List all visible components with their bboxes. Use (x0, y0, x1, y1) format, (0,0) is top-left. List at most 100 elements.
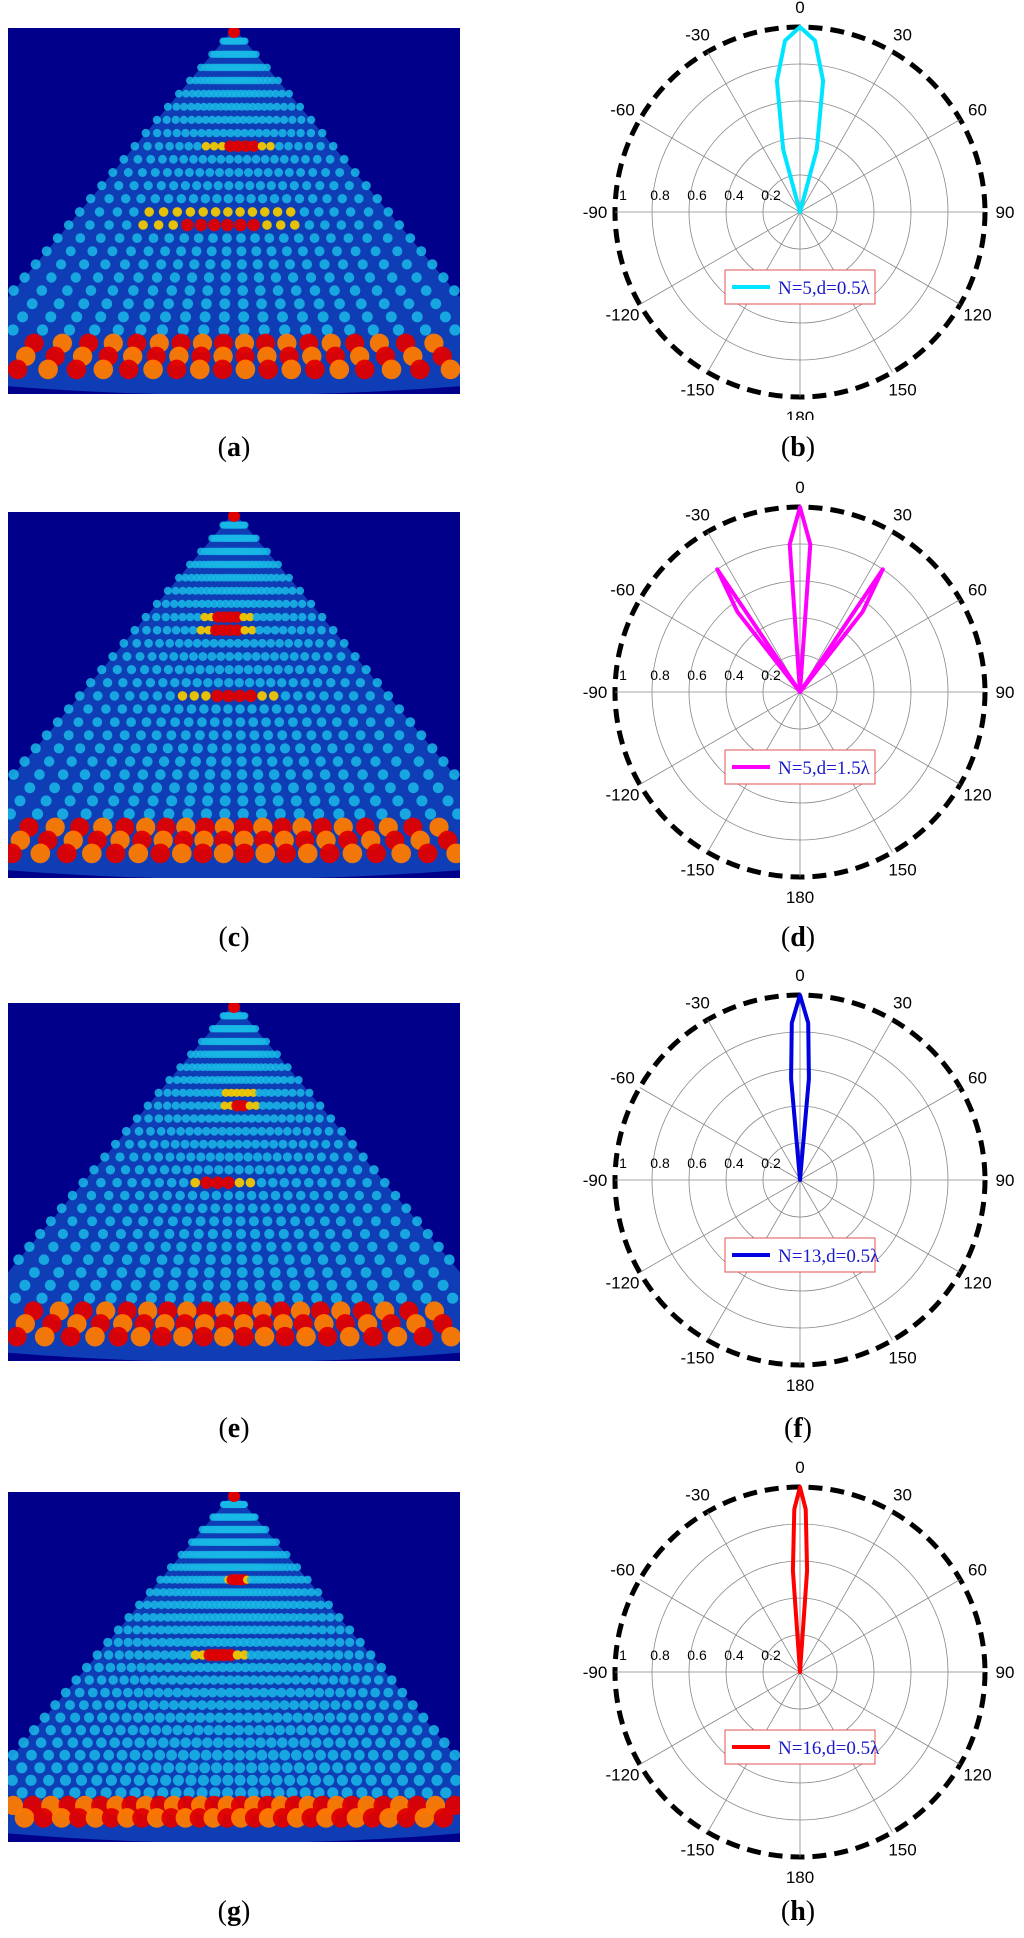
heatmap-spot (253, 168, 263, 177)
heatmap-spot (107, 246, 118, 257)
heatmap-spot (235, 1228, 247, 1240)
heatmap-spot (291, 1575, 300, 1584)
heatmap-spot (62, 285, 73, 296)
heatmap-spot (252, 769, 264, 780)
heatmap-spot (298, 756, 310, 767)
heatmap-spot (63, 704, 74, 714)
heatmap-spot (265, 1126, 275, 1136)
heatmap-spot (171, 586, 180, 595)
heatmap-spot (315, 1650, 325, 1660)
heatmap-spot (337, 194, 347, 204)
heatmap-spot (263, 547, 271, 556)
heatmap-spot (85, 1787, 97, 1799)
heatmap-spot (253, 272, 265, 283)
heatmap-spot (177, 1625, 187, 1635)
heatmap-spot (157, 1637, 167, 1647)
heatmap-spot (274, 808, 286, 820)
heatmap-spot (282, 1152, 292, 1162)
heatmap-spot (286, 1662, 297, 1673)
heatmap-spot (178, 612, 187, 622)
radial-tick-label: 0.4 (724, 1155, 744, 1171)
heatmap-spot (263, 730, 274, 741)
heatmap-spot (252, 1712, 264, 1723)
heatmap-spot (186, 782, 198, 794)
heatmap-spot (212, 359, 233, 380)
heatmap-spot (240, 1114, 249, 1123)
heatmap-spot (288, 1588, 297, 1597)
heatmap-spot (311, 1292, 323, 1304)
heatmap-spot (222, 1203, 233, 1214)
heatmap-spot (387, 1675, 397, 1685)
heatmap-spot (53, 1267, 65, 1278)
heatmap-spot (105, 1165, 116, 1175)
heatmap-spot (166, 730, 177, 741)
heatmap-spot (93, 691, 103, 701)
heatmap-spot (288, 1139, 298, 1149)
heatmap-spot (283, 1190, 293, 1201)
heatmap-spot (170, 1787, 182, 1799)
heatmap-spot (235, 717, 246, 727)
heatmap-spot (291, 1749, 302, 1761)
heatmap-spot (204, 1712, 216, 1723)
heatmap-spot (116, 1700, 127, 1711)
heatmap-spot (413, 1326, 434, 1347)
heatmap-spot (275, 220, 286, 230)
heatmap-spot (270, 272, 282, 283)
heatmap-spot (272, 1101, 281, 1110)
heatmap-spot (254, 102, 263, 111)
heatmap-spot (264, 1228, 275, 1240)
heatmap-spot (275, 141, 284, 151)
heatmap-spot (114, 233, 125, 244)
heatmap-spot (8, 285, 19, 296)
heatmap-spot (298, 1139, 308, 1149)
heatmap-spot (195, 1712, 206, 1723)
heatmap-spot (163, 1687, 174, 1698)
heatmap-spot (164, 1228, 175, 1240)
heatmap-spot (215, 168, 224, 177)
heatmap-spot (185, 1712, 196, 1723)
heatmap-spot (333, 691, 344, 701)
heatmap-spot (326, 1279, 338, 1291)
heatmap-spot (345, 1625, 355, 1635)
heatmap-spot (276, 1687, 287, 1698)
heatmap-spot (275, 1650, 285, 1660)
heatmap-spot (132, 678, 142, 688)
heatmap-spot (172, 843, 192, 864)
heatmap-spot (206, 756, 217, 767)
heatmap-spot (146, 743, 158, 754)
heatmap-spot (290, 1216, 301, 1227)
heatmap-spot (171, 625, 181, 635)
heatmap-spot (159, 1588, 168, 1597)
heatmap-spot (242, 154, 252, 164)
heatmap-spot (206, 1700, 217, 1711)
heatmap-spot (205, 1254, 216, 1265)
heatmap-spot (193, 141, 202, 151)
radial-tick-label: 0.2 (761, 667, 781, 683)
heatmap-spot (190, 756, 201, 767)
heatmap-spot (100, 259, 111, 270)
heatmap-spot (134, 1737, 145, 1748)
heatmap-spot (132, 638, 142, 648)
heatmap-spot (271, 704, 282, 714)
heatmap-spot (220, 272, 231, 283)
polar-chart-f: 0306090120150180-150-120-90-60-300.20.40… (583, 968, 1015, 1395)
heatmap-spot (272, 115, 281, 124)
heatmap-spot (152, 1588, 161, 1597)
heatmap-spot (285, 207, 296, 217)
heatmap-spot (39, 1712, 50, 1723)
heatmap-spot (302, 1126, 312, 1136)
heatmap-spot (329, 285, 340, 296)
heatmap-spot (239, 1650, 250, 1660)
heatmap-spot (123, 298, 134, 310)
heatmap-spot (69, 1787, 81, 1799)
heatmap-spot (34, 1326, 55, 1347)
heatmap-spot (274, 76, 282, 85)
heatmap-spot (309, 1637, 319, 1647)
heatmap-spot (381, 1203, 391, 1214)
heatmap-spot (160, 1650, 170, 1660)
heatmap-spot (361, 1675, 372, 1685)
heatmap-spot (244, 678, 255, 688)
heatmap-spot (276, 1613, 286, 1622)
heatmap-spot (275, 638, 284, 648)
heatmap-spot (154, 1152, 164, 1162)
